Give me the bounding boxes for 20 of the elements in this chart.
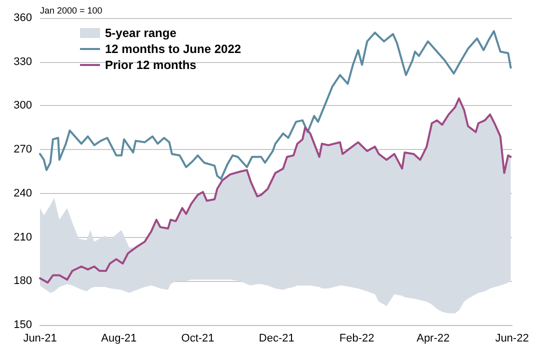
y-tick-label: 330 (14, 56, 32, 68)
legend-label: 12 months to June 2022 (105, 42, 242, 56)
text: Jan 2000 = 100 (40, 6, 102, 16)
x-tick-label: Jun-21 (23, 332, 57, 344)
x-tick-label: Jun-22 (495, 332, 529, 344)
y-tick-label: 150 (14, 319, 32, 331)
y-tick-label: 360 (14, 12, 32, 24)
x-tick-label: Feb-22 (339, 332, 374, 344)
x-tick-label: Dec-21 (258, 332, 294, 344)
legend-label: Prior 12 months (105, 58, 197, 72)
y-tick-label: 180 (14, 275, 32, 288)
y-tick-label: 210 (14, 231, 32, 244)
y-tick-label: 300 (14, 100, 32, 112)
x-tick-label: Apr-22 (416, 332, 450, 344)
line-series (39, 30, 512, 180)
x-tick-label: Oct-21 (181, 332, 214, 344)
legend-label: 5-year range (105, 26, 177, 40)
y-tick-label: 240 (14, 187, 32, 200)
y-tick-label: 270 (14, 144, 32, 156)
x-tick-label: Aug-21 (101, 332, 137, 344)
